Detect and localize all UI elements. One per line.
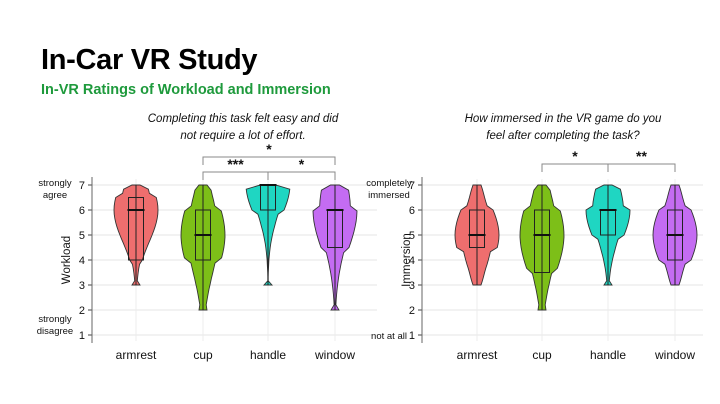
chart2-y-tick-label: 2 xyxy=(409,305,415,317)
chart1-significance-bracket xyxy=(202,171,269,180)
chart1-y-tick-label: 6 xyxy=(79,205,85,217)
chart1-title-line: not require a lot of effort. xyxy=(180,130,305,142)
chart1-significance-stars: * xyxy=(299,156,305,172)
chart1-bottom-anchor-label: disagree xyxy=(37,326,73,337)
chart1-significance-bracket xyxy=(202,156,336,165)
chart1-y-tick-label: 7 xyxy=(79,180,85,192)
chart1-significance-stars: *** xyxy=(227,156,244,172)
chart1-box-armrest xyxy=(128,197,144,261)
chart1-significance-bracket xyxy=(267,171,336,180)
chart2-significance-bracket xyxy=(541,163,609,172)
chart2-y-tick-label: 6 xyxy=(409,205,415,217)
chart1-y-tick-label: 1 xyxy=(79,330,85,342)
chart2-y-tick-label: 1 xyxy=(409,330,415,342)
chart1-category-label: handle xyxy=(250,348,286,362)
chart1-y-tick-label: 2 xyxy=(79,305,85,317)
chart1-y-tick-label: 3 xyxy=(79,280,85,292)
chart2-y-axis-label: Immersion xyxy=(401,233,413,287)
chart1-title-line: Completing this task felt easy and did xyxy=(148,113,339,125)
chart2-y-tick-label: 4 xyxy=(409,255,415,267)
chart2-y-tick-label: 7 xyxy=(409,180,415,192)
chart2-title-line: feel after completing the task? xyxy=(486,130,640,142)
chart1-y-tick-label: 5 xyxy=(79,230,85,242)
chart2-category-label: window xyxy=(654,348,695,362)
chart2-title-line: How immersed in the VR game do you xyxy=(465,113,662,125)
chart1-y-tick-label: 4 xyxy=(79,255,85,267)
chart2-category-label: armrest xyxy=(457,348,498,362)
chart2-significance-stars: * xyxy=(572,148,578,164)
chart2-significance-stars: ** xyxy=(636,148,647,164)
chart1-significance-stars: * xyxy=(266,141,272,157)
chart1-category-label: cup xyxy=(193,348,213,362)
slide-subtitle: In-VR Ratings of Workload and Immersion xyxy=(41,82,331,98)
chart2-top-anchor-label: completely xyxy=(366,178,412,189)
chart2-top-anchor-label: immersed xyxy=(368,190,410,201)
chart1-category-label: armrest xyxy=(116,348,157,362)
chart1-category-label: window xyxy=(314,348,355,362)
chart2-category-label: handle xyxy=(590,348,626,362)
chart1-top-anchor-label: agree xyxy=(43,190,67,201)
chart1-bottom-anchor-label: strongly xyxy=(38,314,72,325)
chart1-top-anchor-label: strongly xyxy=(38,178,72,189)
slide-title: In-Car VR Study xyxy=(41,44,258,76)
chart2-box-armrest xyxy=(469,209,485,248)
chart2-y-tick-label: 5 xyxy=(409,230,415,242)
chart2-y-tick-label: 3 xyxy=(409,280,415,292)
chart2-bottom-anchor-label: not at all xyxy=(371,331,407,342)
chart2-significance-bracket xyxy=(607,163,676,172)
chart1-y-axis-label: Workload xyxy=(61,236,73,284)
chart2-category-label: cup xyxy=(532,348,552,362)
chart2-box-cup xyxy=(534,209,550,273)
